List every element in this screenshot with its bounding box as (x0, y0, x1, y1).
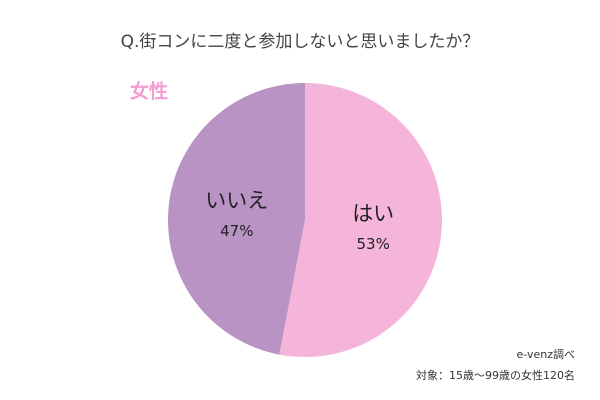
slice-label: はい (352, 201, 394, 225)
value-label: 53% (357, 235, 390, 253)
slice-label: いいえ (205, 189, 268, 213)
note: 対象：15歳〜99歳の女性120名 (416, 368, 575, 382)
chart-subtitle: 女性 (130, 80, 168, 103)
value-label: 47% (220, 222, 253, 240)
pie-slice (168, 83, 305, 355)
chart-title: Q.街コンに二度と参加しないと思いましたか？ (121, 32, 480, 52)
pie-slice (279, 83, 443, 358)
source: e-venz調べ (517, 347, 575, 361)
